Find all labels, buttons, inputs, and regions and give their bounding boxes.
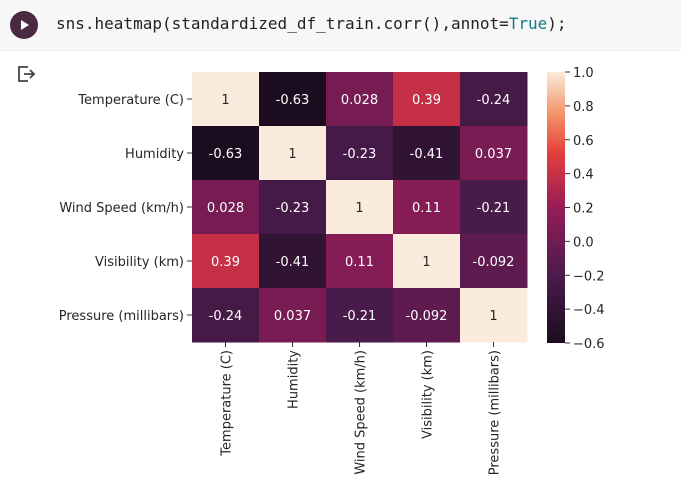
row-labels: Temperature (C) Humidity Wind Speed (km/h)… [59,93,192,324]
colorbar-tick-label: −0.2 [573,269,605,284]
cell-annotation: -0.63 [209,147,243,162]
column-labels: Temperature (C) Humidity Wind Speed (km/h)… [220,342,503,475]
heatmap-cell [460,72,528,127]
heatmap-cell [192,72,260,127]
heatmap-cell [326,72,394,127]
cell-annotation: -0.24 [209,309,243,324]
cell-annotation: 1 [355,201,363,216]
heatmap-cell [259,72,327,127]
heatmap-cells: 1 -0.63 0.028 0.39 -0.24 -0.63 1 -0.23 -0.41 0.03… [192,72,528,343]
cell-annotation: -0.41 [410,147,444,162]
row-label: Temperature (C) [77,93,184,108]
colorbar-tick-label: −0.6 [573,337,605,352]
column-label: Temperature (C) [220,350,235,457]
cell-annotation: -0.21 [343,309,377,324]
heatmap-cell [326,288,394,343]
cell-annotation: -0.21 [477,201,511,216]
cell-annotation: 1 [422,255,430,270]
heatmap-cell [259,234,327,289]
code-suffix: ); [547,14,567,33]
row-label: Pressure (millibars) [59,309,184,324]
colorbar-gradient [547,72,565,343]
heatmap-cell [393,234,461,289]
cell-annotation: -0.24 [477,93,511,108]
cell-annotation: 0.39 [412,93,441,108]
colorbar-tick-label: 0.2 [573,202,594,217]
row-label: Wind Speed (km/h) [59,201,184,216]
colorbar-tick-label: 0.4 [573,168,594,183]
cell-annotation: 0.028 [207,201,244,216]
cell-annotation: 0.028 [341,93,378,108]
colorbar-tick-label: 0.8 [573,100,594,115]
column-label: Humidity [287,350,302,409]
colorbar-ticks: 1.0 0.8 0.6 0.4 0.2 0.0 −0.2 −0.4 −0.6 [565,66,605,352]
code-cell: sns.heatmap(standardized_df_train.corr()… [0,0,681,51]
heatmap-cell [460,288,528,343]
colorbar-tick-label: 0.0 [573,235,594,250]
cell-annotation: 0.037 [274,309,311,324]
heatmap-cell [393,72,461,127]
column-label: Pressure (millibars) [488,350,503,475]
heatmap-cell [326,234,394,289]
heatmap-cell [192,234,260,289]
cell-annotation: -0.23 [343,147,377,162]
code-prefix: sns.heatmap(standardized_df_train.corr()… [56,14,509,33]
play-icon [21,20,29,30]
heatmap-cell [326,180,394,235]
heatmap-cell [393,180,461,235]
row-label: Visibility (km) [95,255,184,270]
column-label: Visibility (km) [421,350,436,439]
run-cell-button[interactable] [10,11,38,39]
heatmap-cell [259,180,327,235]
output-redirect-icon[interactable] [16,64,36,88]
colorbar-tick-label: 0.6 [573,134,594,149]
cell-annotation: -0.092 [473,255,515,270]
column-label: Wind Speed (km/h) [354,350,369,475]
cell-annotation: 0.037 [475,147,512,162]
row-label: Humidity [125,147,184,162]
heatmap-cell [192,126,260,181]
cell-annotation: 0.11 [412,201,441,216]
heatmap-cell [192,288,260,343]
code-editor[interactable]: sns.heatmap(standardized_df_train.corr()… [56,12,567,36]
colorbar-tick-label: −0.4 [573,303,605,318]
cell-annotation: -0.092 [406,309,448,324]
cell-annotation: -0.41 [276,255,310,270]
cell-annotation: 1 [221,93,229,108]
heatmap-cell [460,180,528,235]
heatmap-cell [259,126,327,181]
heatmap-cell [460,126,528,181]
cell-annotation: 1 [288,147,296,162]
heatmap-cell [393,126,461,181]
cell-annotation: 0.39 [211,255,240,270]
cell-annotation: -0.63 [276,93,310,108]
colorbar: 1.0 0.8 0.6 0.4 0.2 0.0 −0.2 −0.4 −0.6 [547,66,605,352]
heatmap-cell [460,234,528,289]
heatmap-cell [259,288,327,343]
colorbar-tick-label: 1.0 [573,66,594,81]
heatmap-cell [393,288,461,343]
heatmap-cell [326,126,394,181]
heatmap-cell [192,180,260,235]
cell-annotation: -0.23 [276,201,310,216]
code-keyword: True [508,14,548,33]
cell-annotation: 0.11 [345,255,374,270]
cell-annotation: 1 [489,309,497,324]
